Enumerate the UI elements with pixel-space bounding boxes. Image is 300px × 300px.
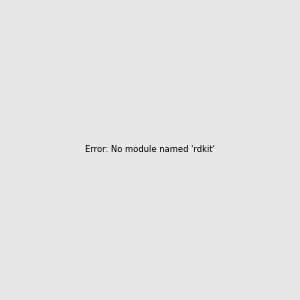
Text: Error: No module named 'rdkit': Error: No module named 'rdkit' [85,146,215,154]
